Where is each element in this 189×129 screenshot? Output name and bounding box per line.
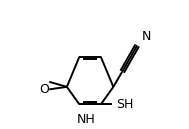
Text: NH: NH — [76, 113, 95, 126]
Text: O: O — [39, 83, 49, 96]
Text: N: N — [141, 30, 151, 43]
Text: SH: SH — [116, 98, 133, 111]
